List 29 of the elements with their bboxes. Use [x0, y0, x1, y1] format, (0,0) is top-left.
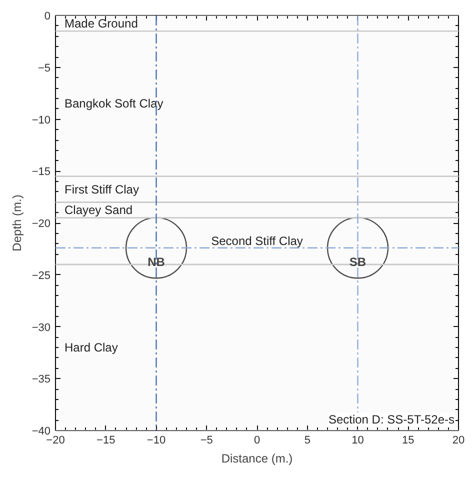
annotation: Section D: SS-5T-52e-s: [328, 412, 455, 426]
band-label: Bangkok Soft Clay: [64, 96, 164, 111]
x-tick-label: 20: [452, 434, 465, 446]
y-axis-title: Depth (m.): [10, 194, 24, 252]
band-label: Clayey Sand: [64, 203, 133, 218]
x-tick-label: 10: [352, 434, 364, 446]
x-tick-label: −20: [46, 434, 65, 446]
x-tick-label: −15: [96, 434, 116, 446]
y-tick-label: −30: [32, 322, 51, 334]
x-tick-label: 15: [402, 434, 414, 446]
band-label: Second Stiff Clay: [211, 234, 303, 248]
y-tick-label: −35: [32, 374, 51, 386]
y-tick-label: −15: [32, 166, 51, 178]
band-label: Hard Clay: [64, 340, 118, 354]
x-tick-label: 0: [254, 434, 260, 446]
y-tick-label: −40: [32, 426, 51, 438]
data-label: NB: [148, 254, 166, 269]
x-tick-label: −10: [146, 434, 166, 446]
y-tick-label: −10: [32, 114, 51, 126]
y-tick-label: −25: [32, 270, 51, 282]
y-tick-label: 0: [44, 10, 51, 22]
y-tick-label: −5: [38, 62, 51, 74]
band-label: Made Ground: [64, 16, 138, 30]
x-tick-label: 5: [304, 434, 310, 446]
data-label: SB: [349, 254, 366, 269]
x-tick-label: −5: [200, 434, 213, 446]
y-tick-label: −20: [32, 218, 51, 230]
x-axis-title: Distance (m.): [221, 452, 293, 466]
band-label: First Stiff Clay: [64, 182, 139, 196]
